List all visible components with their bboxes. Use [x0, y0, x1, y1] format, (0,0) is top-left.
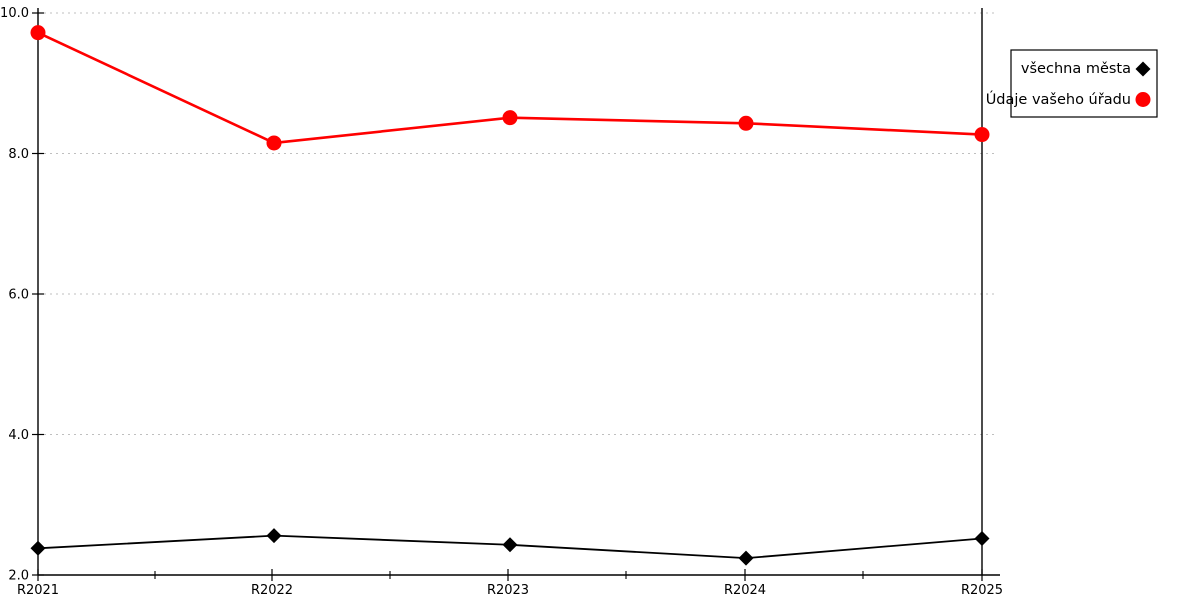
legend-diamond-icon [1135, 61, 1151, 77]
data-point-diamond [738, 550, 754, 566]
legend: všechna města Údaje vašeho úřadu [986, 49, 1158, 118]
x-minor-tick-marks [154, 571, 864, 579]
data-point-diamond [502, 537, 518, 553]
x-tick-label-r2025: R2025 [961, 583, 1003, 598]
x-tick-label-r2024: R2024 [724, 583, 766, 598]
series-layer [30, 25, 990, 566]
y-tick-label-8: 8.0 [8, 147, 29, 162]
y-tick-label-4: 4.0 [8, 428, 29, 443]
legend-label-your-office: Údaje vašeho úřadu [986, 90, 1131, 108]
y-tick-label-6: 6.0 [8, 288, 29, 303]
data-point-circle [502, 110, 518, 126]
data-point-circle [266, 135, 282, 151]
axis-lines [37, 8, 1000, 576]
legend-box [1010, 49, 1158, 118]
series-your-office [30, 25, 990, 151]
legend-label-all-cities: všechna města [1021, 61, 1131, 77]
data-point-diamond [266, 528, 282, 544]
x-tick-label-r2023: R2023 [487, 583, 529, 598]
data-point-diamond [974, 530, 990, 546]
series-all-cities [30, 528, 990, 566]
x-tick-label-r2021: R2021 [17, 583, 59, 598]
y-tick-label-10: 10.0 [0, 6, 29, 21]
data-point-circle [30, 25, 46, 41]
x-tick-marks [37, 569, 983, 581]
data-point-diamond [30, 540, 46, 556]
data-point-circle [738, 115, 754, 131]
x-tick-label-r2022: R2022 [251, 583, 293, 598]
legend-circle-icon [1135, 92, 1151, 107]
data-point-circle [974, 127, 990, 143]
y-tick-marks [32, 12, 44, 576]
y-tick-label-2: 2.0 [8, 569, 29, 584]
